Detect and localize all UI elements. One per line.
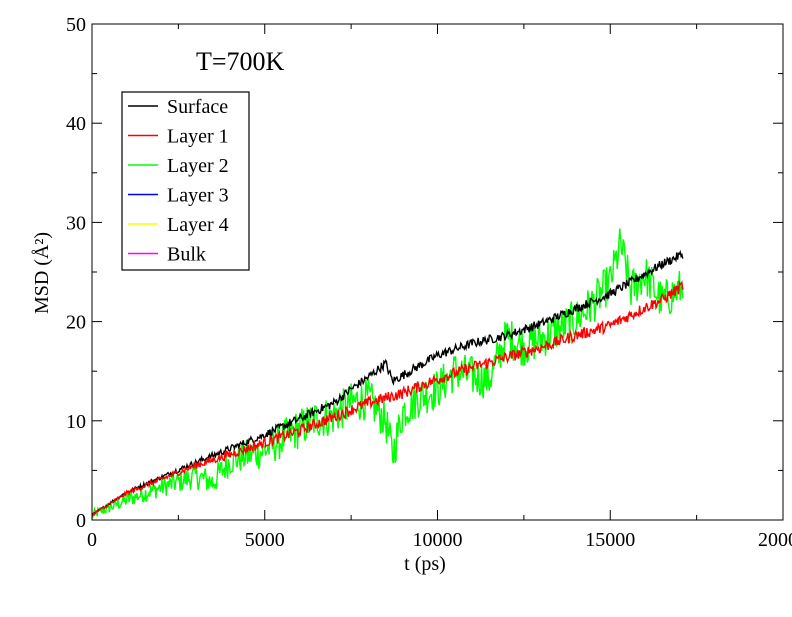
x-tick-label: 10000 [413, 529, 463, 551]
temperature-annotation: T=700K [196, 47, 285, 76]
x-tick-label: 15000 [585, 529, 635, 551]
y-tick-label: 50 [66, 14, 86, 36]
x-tick-label: 20000 [758, 529, 792, 551]
y-axis-label: MSD (Å²) [31, 232, 53, 314]
x-axis-label: t (ps) [404, 553, 446, 575]
y-tick-label: 40 [66, 113, 86, 135]
legend-items: Surface Layer 1 Layer 2 Layer 3 Layer 4 Bulk [128, 96, 229, 266]
x-tick-label: 0 [87, 529, 97, 551]
legend: Surface Layer 1 Layer 2 Layer 3 Layer 4 Bulk [121, 91, 250, 271]
legend-box [121, 91, 250, 271]
x-tick-label: 5000 [245, 529, 285, 551]
y-tick-label: 20 [66, 312, 86, 334]
legend-label-layer-2: Layer 2 [167, 155, 229, 177]
y-tick-label: 0 [76, 510, 86, 532]
y-tick-label: 30 [66, 212, 86, 234]
legend-label-layer-3: Layer 3 [167, 185, 229, 207]
legend-label-bulk: Bulk [167, 244, 206, 266]
series-line-surface [91, 249, 684, 517]
series-line-layer-1 [91, 280, 684, 517]
legend-label-layer-1: Layer 1 [167, 126, 229, 148]
series-line-layer-2 [91, 228, 684, 520]
legend-label-surface: Surface [167, 96, 228, 118]
y-tick-label: 10 [66, 411, 86, 433]
series-layer [91, 228, 684, 520]
axis-ticks: 0 5000 10000 15000 20000 0 10 20 30 40 50 [66, 14, 792, 551]
legend-label-layer-4: Layer 4 [167, 214, 229, 236]
